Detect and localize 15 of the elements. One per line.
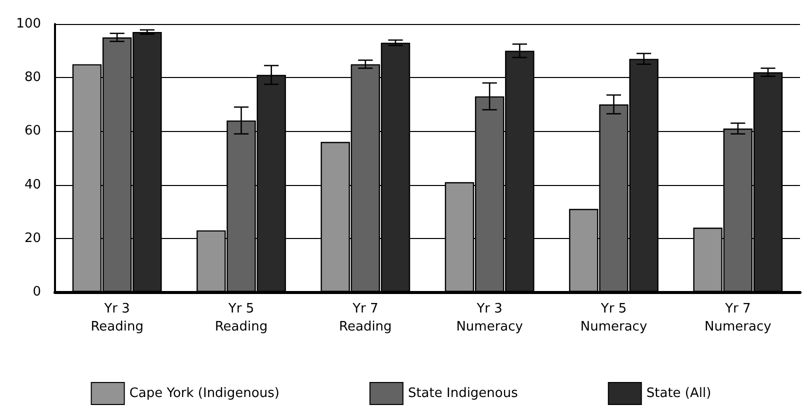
y-tick-label: 100 bbox=[16, 16, 41, 32]
x-tick-label: Yr 7 Reading bbox=[339, 302, 392, 334]
y-tick-label: 80 bbox=[24, 70, 41, 86]
legend-label: State Indigenous bbox=[408, 386, 518, 401]
y-tick-label: 60 bbox=[24, 124, 41, 139]
x-tick-label: Yr 5 Numeracy bbox=[580, 302, 648, 334]
x-tick-label: Yr 3 Reading bbox=[90, 302, 144, 334]
y-tick-label: 0 bbox=[32, 284, 41, 300]
x-tick-label: Yr 5 Reading bbox=[214, 302, 268, 334]
legend-label: Cape York (Indigenous) bbox=[129, 386, 280, 401]
x-tick-label: Yr 7 Numeracy bbox=[704, 302, 772, 334]
y-tick-label: 20 bbox=[24, 230, 41, 246]
x-tick-label: Yr 3 Numeracy bbox=[456, 302, 524, 334]
legend-label: State (All) bbox=[646, 386, 712, 401]
y-tick-label: 40 bbox=[24, 177, 41, 192]
